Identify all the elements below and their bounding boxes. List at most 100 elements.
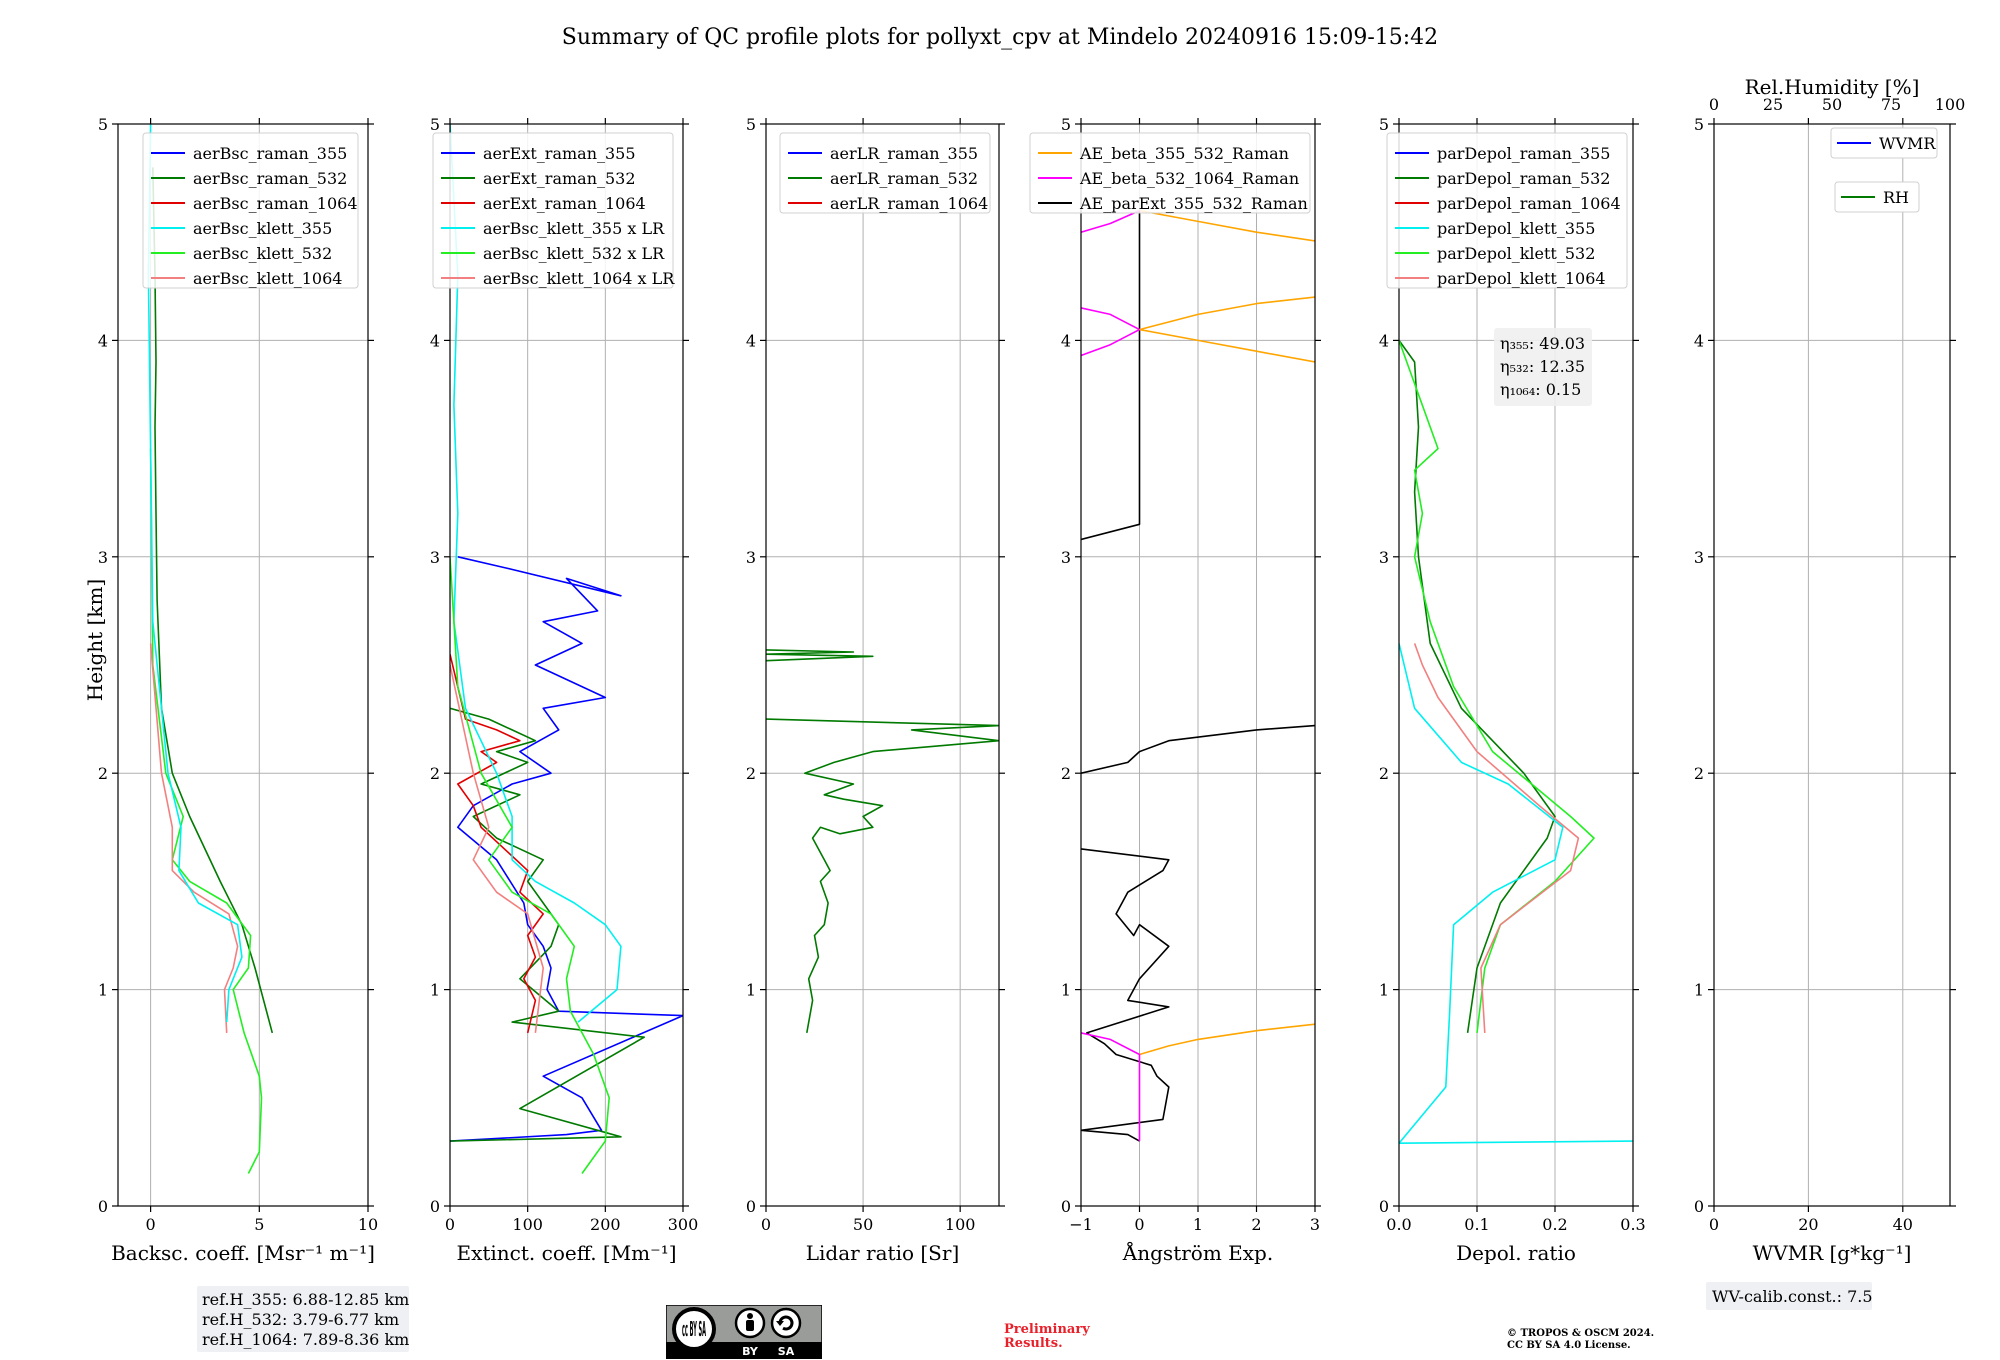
plot-frame xyxy=(765,123,1000,1207)
copyright-line-2: CC BY SA 4.0 License. xyxy=(1507,1340,1631,1351)
ref-height-line: ref.H_355: 6.88-12.85 km xyxy=(202,1290,409,1309)
legend-label: parDepol_raman_355 xyxy=(1437,144,1610,163)
top-axis-label: Rel.Humidity [%] xyxy=(1745,75,1920,99)
x-tick-label: 100 xyxy=(945,1215,976,1234)
legend-label: aerBsc_raman_1064 xyxy=(193,194,358,213)
series-line-AE-parExt-355-532-Raman-top xyxy=(1081,210,1141,541)
series-line-AE-beta-355-532-Raman-high2 xyxy=(1139,296,1315,331)
x-tick-label: 0.2 xyxy=(1542,1215,1567,1234)
x-tick-label: 100 xyxy=(512,1215,543,1234)
y-tick-label: 4 xyxy=(430,331,440,350)
legend-box xyxy=(142,132,359,289)
y-tick-label: 4 xyxy=(1694,331,1704,350)
y-tick-label: 1 xyxy=(430,981,440,1000)
x-tick-label: 50 xyxy=(853,1215,873,1234)
series-line-aerBsc-klett-355 xyxy=(147,124,243,1023)
ref-height-line: ref.H_1064: 7.89-8.36 km xyxy=(202,1330,409,1349)
x-axis-label: Lidar ratio [Sr] xyxy=(806,1241,960,1265)
y-tick-label: 3 xyxy=(1694,548,1704,567)
legend-label: aerExt_raman_532 xyxy=(483,169,636,188)
y-tick-label: 4 xyxy=(746,331,756,350)
x-tick-label: 10 xyxy=(358,1215,378,1234)
y-tick-label: 1 xyxy=(1694,981,1704,1000)
x-tick-label: 0 xyxy=(445,1215,455,1234)
x-tick-label: 0.1 xyxy=(1464,1215,1489,1234)
plot-frame xyxy=(117,123,369,1207)
y-tick-label: 0 xyxy=(430,1197,440,1216)
plot-frame xyxy=(449,123,684,1207)
series-line-aerExt-raman-355 xyxy=(450,556,683,1142)
x-tick-label: 0.3 xyxy=(1620,1215,1645,1234)
series-line-AE-beta-532-1064-Raman-top xyxy=(1081,209,1140,233)
panel-lr: 0 50 100 0 1 2 3 4 5 Lidar ratio [Sr] aerLR_raman_… xyxy=(746,115,1005,1265)
legend-box xyxy=(1830,127,1938,159)
legend: WVMR RH xyxy=(1830,127,1938,213)
top-tick-label: 0 xyxy=(1709,95,1719,114)
x-tick-label: 2 xyxy=(1251,1215,1261,1234)
legend-label: WVMR xyxy=(1879,134,1936,153)
copyright-line-1: © TROPOS & OSCM 2024. xyxy=(1507,1328,1654,1339)
plot-frame xyxy=(1398,123,1634,1207)
legend-label: aerLR_raman_355 xyxy=(830,144,978,163)
y-tick-label: 1 xyxy=(1379,981,1389,1000)
legend-label: AE_parExt_355_532_Raman xyxy=(1079,194,1308,213)
y-tick-label: 5 xyxy=(430,115,440,134)
top-tick-label: 100 xyxy=(1935,95,1966,114)
series-line-AE-beta-532-1064-Raman-high2 xyxy=(1081,307,1140,331)
x-tick-label: 0 xyxy=(761,1215,771,1234)
y-tick-label: 2 xyxy=(98,764,108,783)
legend-label: aerBsc_klett_355 xyxy=(193,219,332,238)
x-tick-label: 3 xyxy=(1310,1215,1320,1234)
eta-box: η₃₅₅: 49.03 η₅₃₂: 12.35 η₁₀₆₄: 0.15 xyxy=(1494,328,1592,406)
series-line-parDepol-klett-355 xyxy=(1399,643,1633,1144)
wv-calib-box xyxy=(1706,1282,1872,1310)
series-line-aerExt-raman-1064 xyxy=(450,654,545,1034)
legend-label: aerBsc_klett_532 x LR xyxy=(483,244,665,263)
x-axis-label: Ångström Exp. xyxy=(1122,1240,1273,1265)
legend-box xyxy=(432,132,674,289)
series-line-aerBsc-klett-532-x-LR xyxy=(450,556,611,1174)
y-axis-label: Height [km] xyxy=(83,579,107,701)
series-line-aerBsc-klett-532 xyxy=(149,448,263,1174)
panel-depol: 0.0 0.1 0.2 0.3 0 1 2 3 4 5 Depol. ratio parDepol_r… xyxy=(1379,115,1646,1265)
legend: aerExt_raman_355 aerExt_raman_532 aerExt_r… xyxy=(432,132,675,289)
x-tick-label: 200 xyxy=(590,1215,621,1234)
legend-box xyxy=(1834,181,1920,213)
x-axis-label: Depol. ratio xyxy=(1456,1241,1576,1265)
series-group xyxy=(1081,209,1315,1142)
legend-label: parDepol_raman_532 xyxy=(1437,169,1610,188)
series-group xyxy=(450,124,683,1174)
legend-label: AE_beta_355_532_Raman xyxy=(1079,144,1289,163)
legend-label: aerBsc_klett_1064 x LR xyxy=(483,269,675,288)
x-tick-label: 0 xyxy=(1709,1215,1719,1234)
y-tick-label: 1 xyxy=(1061,981,1071,1000)
legend: aerBsc_raman_355 aerBsc_raman_532 aerBsc_r… xyxy=(142,132,359,289)
x-tick-label: 0 xyxy=(146,1215,156,1234)
series-line-aerBsc-klett-1064-x-LR xyxy=(450,664,545,1033)
series-line-aerBsc-klett-355-x-LR xyxy=(450,124,622,1023)
cc-icon-text: cc BY SA xyxy=(682,1317,706,1341)
series-line-AE-parExt-355-532-Raman-upper xyxy=(1081,724,1315,774)
x-axis-label: WVMR [g*kg⁻¹] xyxy=(1753,1241,1912,1265)
legend-label: aerBsc_raman_532 xyxy=(193,169,347,188)
y-tick-label: 3 xyxy=(430,548,440,567)
series-group xyxy=(1399,339,1633,1144)
cc-by-sa-badge: cc BY SA BY SA xyxy=(666,1305,822,1359)
y-tick-label: 2 xyxy=(430,764,440,783)
y-tick-label: 4 xyxy=(98,331,108,350)
y-tick-label: 0 xyxy=(1061,1197,1071,1216)
sa-share-icon xyxy=(770,1307,802,1339)
series-group xyxy=(766,649,999,1034)
y-tick-label: 2 xyxy=(1379,764,1389,783)
panel-bsc: 0 5 10 0 1 2 3 4 5 Backsc. coeff. [Msr⁻¹ m⁻¹] aerB… xyxy=(98,115,378,1265)
x-tick-label: 20 xyxy=(1798,1215,1818,1234)
y-tick-label: 0 xyxy=(746,1197,756,1216)
series-line-aerExt-raman-532 xyxy=(450,707,646,1142)
series-line-AE-beta-355-532-Raman xyxy=(1139,1023,1315,1056)
y-tick-label: 5 xyxy=(1061,115,1071,134)
x-tick-label: 300 xyxy=(668,1215,699,1234)
series-line-aerBsc-klett-1064 xyxy=(149,643,239,1033)
legend-label: aerBsc_klett_355 x LR xyxy=(483,219,665,238)
